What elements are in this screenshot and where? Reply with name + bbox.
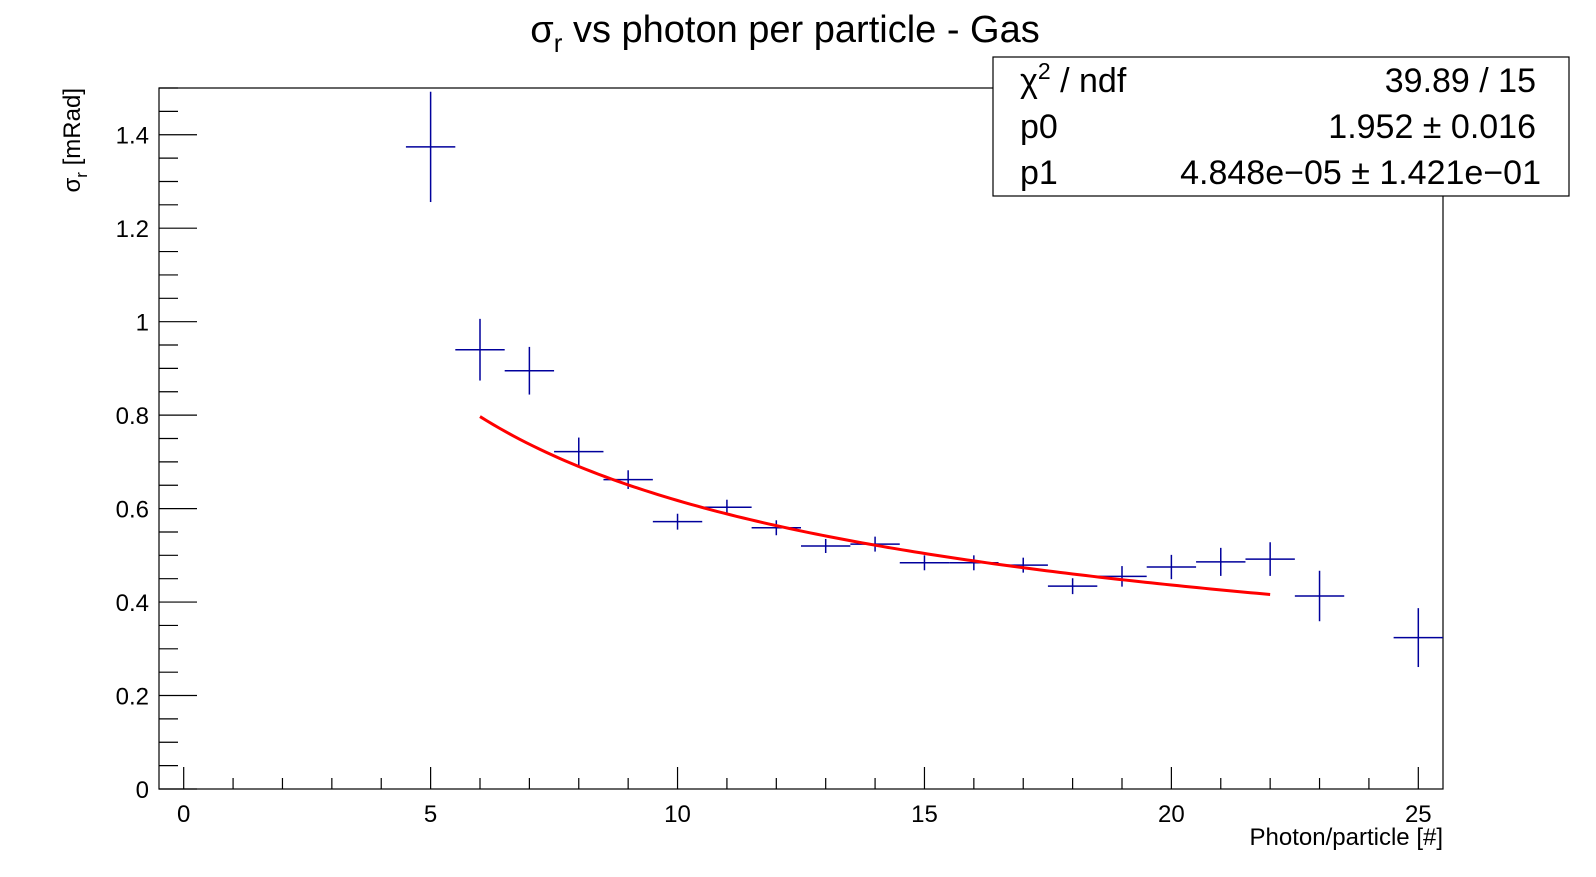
fit-curve	[479, 415, 1271, 596]
stats-row-value: 4.848e−05 ± 1.421e−01	[1180, 154, 1541, 192]
data-point	[1146, 554, 1197, 580]
data-point	[1393, 608, 1443, 668]
stats-row-label: p0	[1020, 108, 1058, 146]
y-tick-label: 0.4	[116, 590, 149, 617]
y-tick-label: 1.2	[116, 216, 149, 243]
stats-box-frame	[992, 56, 1570, 197]
chart-title: σr vs photon per particle - Gas	[530, 9, 1039, 58]
y-tick-label: 0	[136, 777, 149, 804]
y-tick-label: 1	[136, 310, 149, 337]
stats-box: χ2 / ndf 39.89 / 15 p0 1.952 ± 0.016 p1 …	[992, 56, 1570, 197]
data-point	[1294, 570, 1345, 622]
x-tick-label: 15	[911, 801, 938, 828]
x-tick-label: 20	[1158, 801, 1185, 828]
data-point	[504, 346, 555, 395]
y-tick-label: 0.2	[116, 684, 149, 711]
x-axis: 0 5 10 15 20 25	[177, 767, 1432, 828]
y-tick-label: 0.6	[116, 497, 149, 524]
data-point	[801, 538, 851, 553]
x-axis-label: Photon/particle [#]	[1250, 824, 1443, 851]
data-point	[455, 318, 505, 381]
y-axis: 0 0.2 0.4 0.6 0.8 1 1.2 1.4	[116, 87, 197, 804]
y-axis-label: σr [mRad]	[59, 88, 91, 193]
data-point	[702, 499, 752, 515]
x-tick-label: 25	[1405, 801, 1432, 828]
y-tick-label: 0.8	[116, 403, 149, 430]
x-tick-label: 0	[177, 801, 190, 828]
x-tick-label: 10	[664, 801, 691, 828]
data-point	[899, 555, 950, 571]
data-point	[405, 91, 456, 203]
y-tick-label: 1.4	[116, 123, 149, 150]
stats-row-value: 39.89 / 15	[1385, 62, 1536, 100]
stats-row-value: 1.952 ± 0.016	[1328, 108, 1536, 146]
data-point	[1245, 542, 1295, 576]
x-tick-label: 5	[424, 801, 437, 828]
data-point	[554, 437, 604, 466]
stats-row-label: χ2 / ndf	[1020, 58, 1127, 100]
data-point	[1047, 578, 1098, 595]
stats-row-label: p1	[1020, 154, 1058, 192]
data-point	[1196, 547, 1246, 576]
data-point	[652, 513, 703, 530]
